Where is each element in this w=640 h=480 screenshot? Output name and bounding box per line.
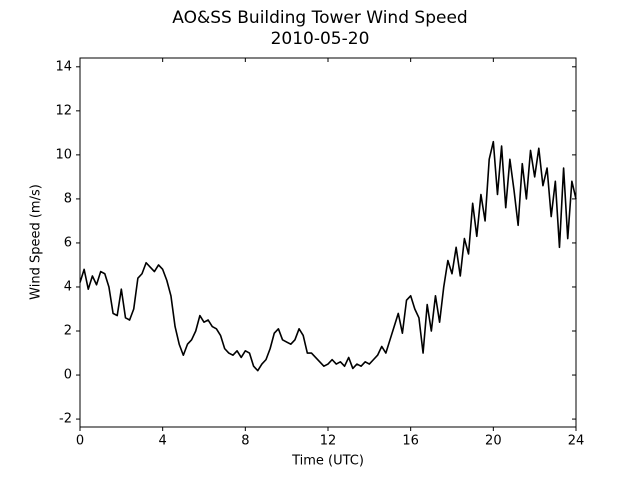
line-series (79, 140, 577, 372)
x-tick-label: 8 (241, 434, 249, 449)
plot-frame (79, 57, 577, 428)
x-axis-label: Time (UTC) (291, 454, 364, 469)
x-tick-label: 20 (485, 434, 502, 449)
chart-subtitle: 2010-05-20 (271, 29, 370, 49)
chart-title: AO&SS Building Tower Wind Speed (172, 8, 467, 28)
x-tick-label: 12 (320, 434, 337, 449)
x-tick-label: 16 (402, 434, 419, 449)
y-tick-label: 8 (64, 191, 72, 206)
y-tick-label: 14 (55, 59, 72, 74)
y-tick-label: 12 (55, 103, 72, 118)
y-tick-label: 10 (55, 147, 72, 162)
x-tick-label: 24 (568, 434, 585, 449)
y-tick-label: 0 (64, 368, 72, 383)
y-tick-label: -2 (59, 412, 72, 427)
y-tick-label: 4 (64, 279, 72, 294)
x-tick-label: 4 (159, 434, 167, 449)
y-axis-label: Wind Speed (m/s) (29, 184, 44, 300)
x-tick-label: 0 (76, 434, 84, 449)
y-tick-label: 6 (64, 235, 72, 250)
y-tick-label: 2 (64, 324, 72, 339)
